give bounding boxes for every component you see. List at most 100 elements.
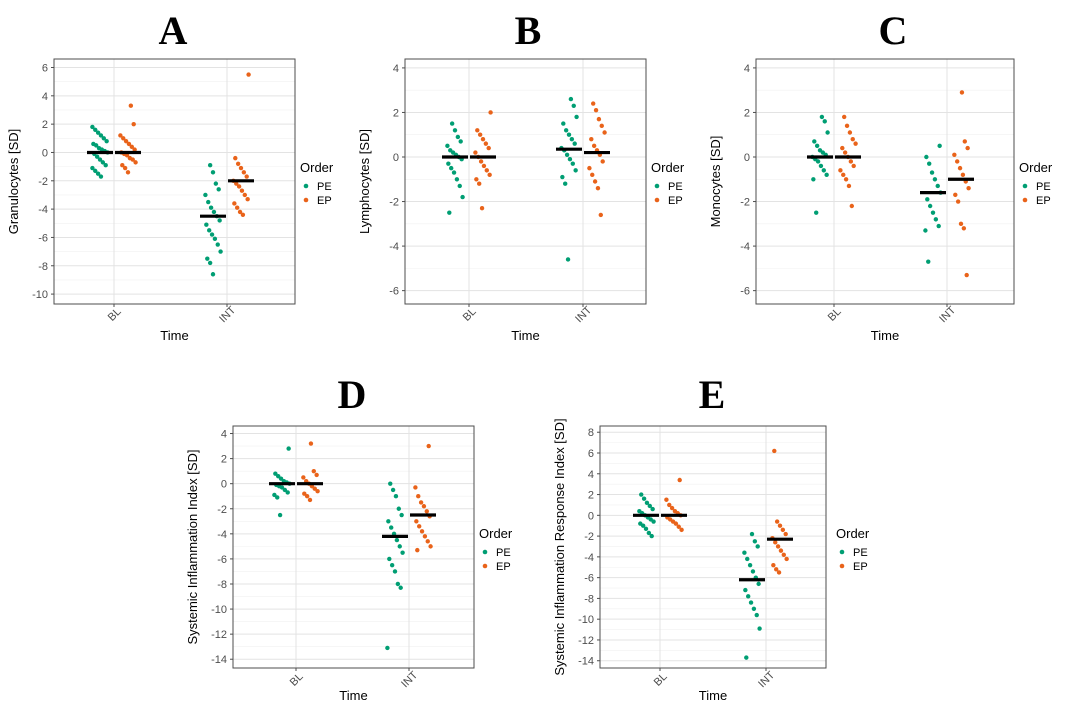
data-point-pe (570, 161, 575, 166)
data-point-pe (385, 645, 390, 651)
data-point-pe (272, 492, 277, 498)
data-point-ep (425, 539, 430, 544)
data-point-pe (101, 136, 107, 141)
data-point-pe (927, 203, 933, 209)
legend-label-pe: PE (1036, 181, 1051, 193)
y-tick-label: -8 (584, 593, 594, 605)
data-point-ep (962, 139, 967, 144)
data-point-pe (94, 143, 99, 148)
data-point-ep (241, 170, 247, 175)
data-point-ep (302, 491, 307, 496)
data-point-pe (749, 531, 755, 537)
data-point-ep (593, 108, 599, 113)
data-point-pe (742, 550, 747, 555)
data-point-ep (312, 486, 317, 491)
data-point-ep (842, 114, 847, 120)
data-point-ep (595, 185, 601, 191)
data-point-ep (842, 150, 848, 155)
data-point-ep (596, 116, 602, 122)
data-point-ep (590, 172, 595, 178)
data-point-pe (566, 132, 572, 137)
legend-key-ep (839, 563, 845, 569)
panel-letter: E (699, 372, 726, 417)
legend-key-pe (1022, 183, 1028, 189)
legend-label-ep: EP (1036, 195, 1051, 207)
data-point-pe (211, 209, 217, 215)
data-point-ep (132, 147, 137, 152)
data-point-ep (772, 448, 777, 454)
y-tick-label: 2 (588, 490, 594, 502)
data-point-pe (747, 562, 753, 568)
x-axis-label: Time (160, 328, 188, 343)
data-point-pe (457, 183, 462, 189)
x-axis-label: Time (699, 688, 727, 703)
y-tick-label: 0 (42, 147, 48, 159)
data-point-pe (387, 556, 392, 562)
data-point-ep (233, 155, 238, 161)
data-point-pe (639, 492, 644, 497)
data-point-pe (455, 134, 461, 140)
y-tick-label: -6 (217, 554, 227, 566)
data-point-ep (961, 226, 967, 231)
data-point-pe (646, 530, 652, 536)
data-point-pe (935, 183, 940, 189)
y-tick-label: 4 (588, 469, 594, 481)
legend: Order PE EP (1019, 160, 1053, 207)
data-point-pe (449, 165, 454, 171)
y-tick-label: -2 (740, 197, 750, 209)
data-point-pe (745, 556, 750, 562)
data-point-pe (400, 550, 405, 555)
data-point-ep (844, 123, 850, 129)
data-point-pe (104, 138, 109, 144)
y-tick-label: -6 (740, 286, 750, 298)
data-point-pe (95, 130, 101, 135)
data-point-ep (960, 172, 966, 178)
legend-title: Order (1019, 160, 1053, 175)
x-tick-label: BL (288, 671, 306, 689)
y-tick-label: 0 (393, 152, 399, 164)
data-point-pe (756, 581, 761, 587)
data-point-ep (124, 153, 130, 158)
y-tick-label: 4 (744, 63, 750, 75)
x-tick-label: INT (937, 304, 958, 325)
y-tick-label: -10 (211, 604, 227, 616)
data-point-ep (959, 90, 965, 95)
data-point-ep (128, 103, 134, 108)
data-point-ep (784, 556, 789, 562)
data-point-pe (389, 562, 395, 568)
data-point-pe (203, 192, 208, 198)
data-point-ep (773, 540, 778, 545)
data-point-ep (851, 163, 856, 169)
x-tick-label: INT (399, 669, 420, 690)
legend-title: Order (479, 526, 513, 541)
data-point-pe (644, 500, 650, 506)
data-point-ep (125, 170, 131, 175)
panel-d: D 4 2 0 -2 -4 -6 -8 -10 -12 -14 BL INT Time Systemic I… (185, 372, 513, 703)
data-point-pe (393, 494, 399, 499)
data-point-pe (755, 544, 760, 549)
data-point-ep (237, 209, 243, 215)
data-point-ep (242, 192, 247, 198)
y-tick-label: -4 (217, 529, 227, 541)
panel-a: A 6 4 2 0 -2 -4 -6 -8 -10 BL INT Time Granulocytes [S… (6, 8, 334, 343)
data-point-pe (754, 612, 759, 618)
data-point-ep (120, 163, 125, 168)
data-point-ep (235, 205, 240, 210)
data-point-pe (650, 506, 655, 512)
data-point-ep (130, 157, 135, 162)
plot-area (405, 59, 646, 304)
data-point-ep (246, 72, 251, 77)
legend-label-ep: EP (668, 195, 683, 207)
data-point-pe (640, 523, 646, 528)
data-point-pe (285, 490, 290, 495)
data-point-pe (815, 159, 821, 164)
y-tick-label: -12 (578, 635, 594, 647)
data-point-pe (386, 519, 391, 524)
x-axis-label: Time (511, 328, 539, 343)
data-point-ep (599, 123, 604, 129)
panel-border (232, 425, 475, 669)
data-point-pe (210, 272, 216, 277)
data-point-ep (778, 548, 784, 553)
data-point-pe (445, 143, 450, 149)
